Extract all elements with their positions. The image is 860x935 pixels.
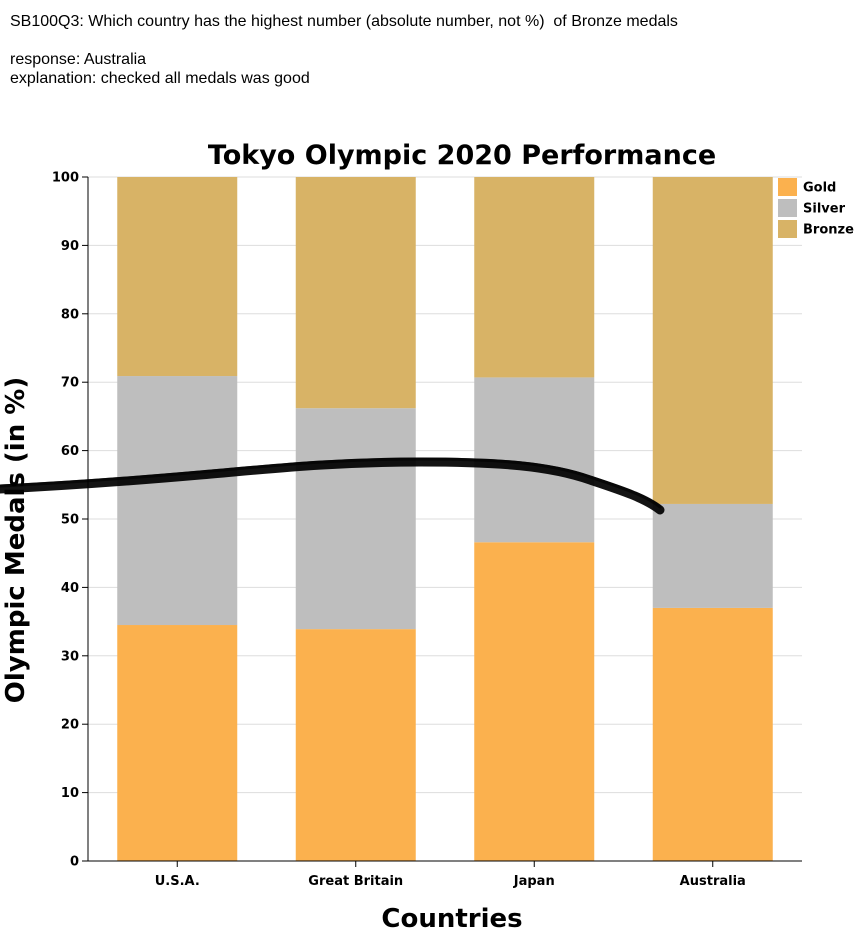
bar-gold <box>117 625 238 861</box>
x-axis-title: Countries <box>381 904 522 934</box>
bar-gold <box>652 607 773 861</box>
explanation-text: explanation: checked all medals was good <box>10 70 310 87</box>
bars <box>117 177 773 861</box>
legend-swatch-silver <box>778 199 797 217</box>
x-tick-label: Japan <box>513 874 555 889</box>
y-tick-label: 100 <box>52 171 79 186</box>
y-tick-label: 90 <box>61 239 79 254</box>
bar-silver <box>652 503 773 608</box>
bar-silver <box>295 408 416 630</box>
y-tick-label: 60 <box>61 444 79 459</box>
bar-bronze <box>117 177 238 377</box>
y-axis-title: Olympic Medals (in %) <box>1 377 31 703</box>
bar-gold <box>295 629 416 861</box>
y-tick-label: 0 <box>70 855 79 870</box>
y-tick-label: 70 <box>61 376 79 391</box>
y-tick-label: 80 <box>61 307 79 322</box>
question-header: SB100Q3: Which country has the highest n… <box>10 12 678 88</box>
legend-swatch-gold <box>778 178 797 196</box>
bar-silver <box>117 376 238 626</box>
x-tick-label: Australia <box>680 874 746 889</box>
x-tick-label: U.S.A. <box>155 874 200 889</box>
x-tick-label: Great Britain <box>308 874 403 889</box>
y-tick-label: 50 <box>61 513 79 528</box>
y-tick-label: 30 <box>61 649 79 664</box>
axes: 0 10 20 30 40 50 60 70 80 90 100 U.S.A. Great Britai… <box>52 171 802 889</box>
legend-label-gold: Gold <box>803 181 836 196</box>
chart-title: Tokyo Olympic 2020 Performance <box>208 140 716 171</box>
y-tick-label: 40 <box>61 581 79 596</box>
annotation-path-texture <box>0 457 662 509</box>
response-text: response: Australia <box>10 51 147 68</box>
bar-gold <box>474 542 595 861</box>
bar-bronze <box>474 177 595 378</box>
legend-label-silver: Silver <box>803 202 846 217</box>
y-tick-label: 20 <box>61 718 79 733</box>
y-tick-label: 10 <box>61 786 79 801</box>
legend-swatch-bronze <box>778 220 797 238</box>
bar-bronze <box>652 177 773 504</box>
annotation-stroke <box>0 457 665 515</box>
bar-bronze <box>295 177 416 409</box>
annotation-path <box>0 457 665 515</box>
question-text: SB100Q3: Which country has the highest n… <box>10 13 678 30</box>
legend-label-bronze: Bronze <box>803 223 854 238</box>
legend: Gold Silver Bronze <box>778 178 854 238</box>
